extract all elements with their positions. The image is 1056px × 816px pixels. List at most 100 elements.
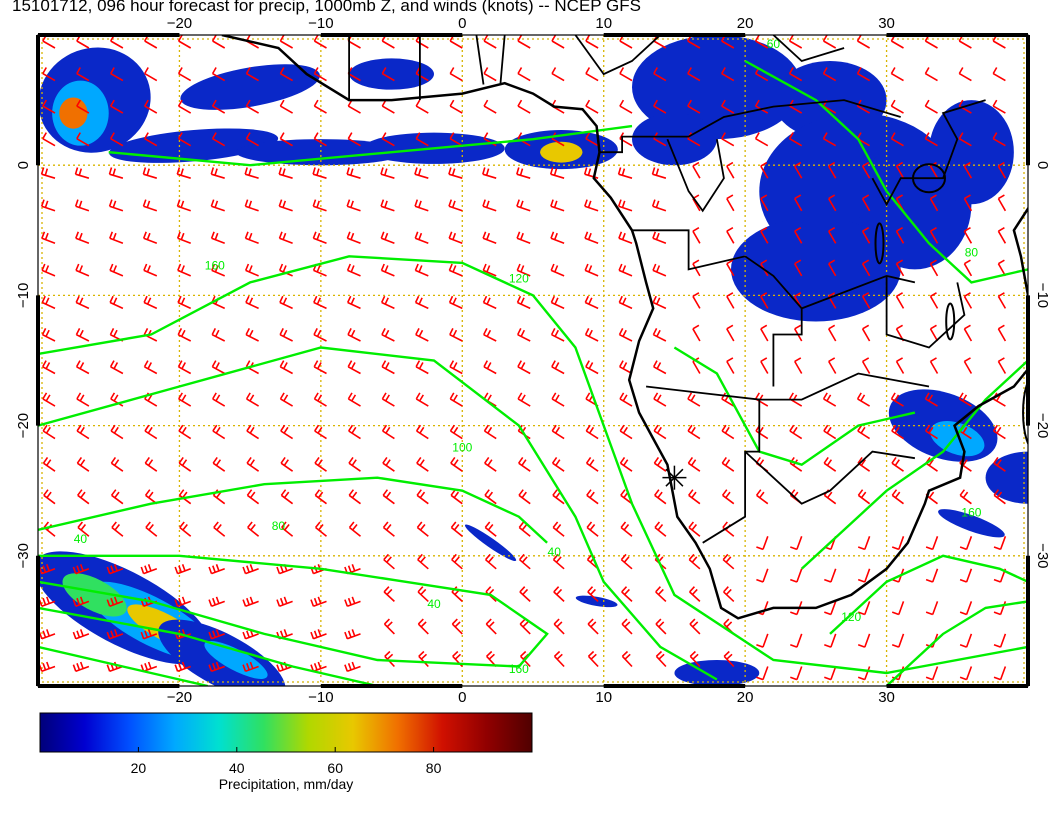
wind-barb [760, 227, 769, 244]
wind-barb [382, 456, 395, 472]
wind-barb [310, 629, 327, 640]
wind-barb [110, 99, 124, 114]
colorbar-gradient [39, 712, 533, 753]
wind-barb [280, 489, 294, 505]
wind-barb [993, 536, 1007, 551]
wind-barb [652, 231, 667, 245]
wind-barb [585, 35, 599, 49]
wind-barb [655, 650, 667, 668]
wind-barb [484, 456, 497, 472]
wind-barb [587, 618, 599, 635]
lon-tick-label-bottom: 20 [737, 689, 754, 706]
wind-barb [417, 618, 429, 635]
colorbar: 20 40 60 80 [39, 712, 533, 776]
wind-barb [76, 424, 90, 440]
wind-barb [106, 564, 124, 575]
wind-barb [76, 456, 90, 472]
country-border [666, 138, 725, 213]
wind-barb [959, 633, 973, 648]
wind-barb [210, 199, 225, 212]
wind-barb [997, 227, 1007, 244]
wind-barb [75, 231, 90, 245]
wind-barb [449, 132, 463, 147]
wind-barb [551, 360, 565, 375]
wind-barb [823, 424, 837, 440]
wind-barb [75, 360, 90, 375]
wind-barb [550, 263, 565, 277]
wind-barb [692, 227, 701, 244]
wind-barb [519, 618, 531, 635]
wind-barb [618, 263, 633, 277]
wind-barb [790, 633, 803, 648]
wind-barb [174, 661, 191, 673]
wind-barb [109, 360, 124, 375]
wind-barb [415, 132, 429, 147]
wind-barb [41, 231, 56, 245]
colorbar-tick-label: 40 [229, 760, 245, 776]
wind-barb [550, 295, 565, 310]
precip-area [349, 58, 435, 90]
wind-barb [144, 99, 158, 114]
contour-line [38, 554, 549, 668]
wind-barb [110, 67, 124, 82]
wind-barb [348, 456, 361, 472]
wind-barb [242, 564, 259, 575]
contour-line [38, 476, 548, 544]
wind-barb [584, 328, 599, 342]
wind-barb [993, 456, 1006, 472]
lake-outline [945, 302, 956, 341]
wind-barb [856, 67, 871, 82]
wind-barb [208, 661, 225, 673]
wind-barb [586, 489, 599, 505]
wind-barb [828, 357, 837, 374]
wind-barb [483, 99, 497, 114]
contour-label: 160 [205, 258, 225, 272]
wind-barb [963, 324, 973, 342]
wind-barb [415, 99, 429, 114]
lon-tick-label-top: 10 [595, 15, 612, 32]
wind-barb [688, 521, 701, 537]
wind-barb [721, 489, 735, 505]
wind-barb [653, 99, 667, 114]
colorbar-tick-label: 80 [426, 760, 442, 776]
wind-barb [177, 67, 192, 82]
wind-barb [794, 227, 803, 244]
wind-barb [828, 227, 837, 244]
wind-barb [925, 536, 939, 551]
wind-barb [72, 661, 90, 673]
wind-barb [587, 586, 599, 602]
wind-barb [822, 132, 837, 147]
colorbar-label: Precipitation, mm/day [219, 776, 354, 792]
wind-barb [42, 99, 56, 114]
contour-line [38, 255, 1028, 675]
wind-barb [861, 292, 871, 309]
wind-barb [310, 596, 327, 607]
wind-barb [448, 263, 463, 277]
wind-barb [242, 661, 259, 673]
wind-barb [692, 324, 701, 342]
wind-barb [890, 67, 904, 82]
wind-barb [74, 199, 90, 212]
wind-barb [689, 650, 701, 668]
wind-barb [280, 424, 294, 440]
wind-barb [959, 489, 972, 505]
wind-barb [245, 328, 259, 342]
wind-barb [448, 167, 463, 179]
wind-barb [584, 263, 599, 277]
wind-barb [963, 357, 973, 374]
wind-barb [451, 553, 463, 570]
wind-barb [482, 199, 497, 212]
contour-line [38, 346, 718, 681]
wind-barb [212, 392, 226, 407]
wind-barb [619, 424, 633, 440]
wind-barb [654, 521, 667, 537]
wind-barb [895, 227, 905, 244]
wind-barb [313, 132, 327, 147]
wind-barb [279, 35, 293, 49]
wind-barb [688, 553, 701, 570]
wind-barb [963, 161, 973, 179]
wind-barb [42, 132, 56, 147]
wind-barb [929, 357, 939, 374]
wind-barb [415, 360, 429, 375]
wind-barb [585, 424, 599, 440]
